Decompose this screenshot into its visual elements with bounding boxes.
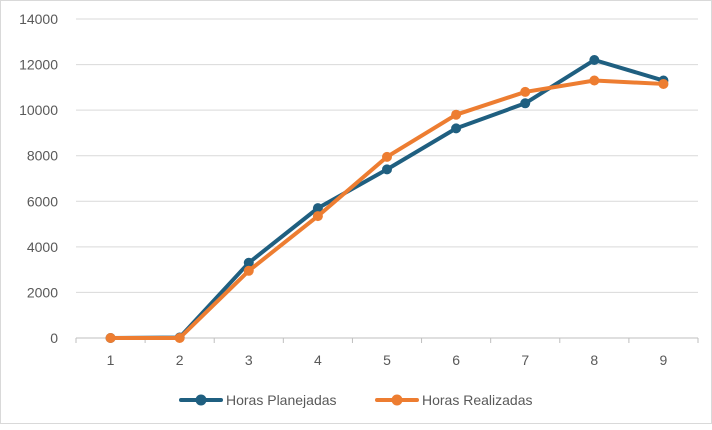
y-tick-label: 10000 — [19, 102, 58, 118]
series-line — [108, 78, 666, 340]
x-tick-label: 2 — [176, 352, 184, 368]
data-point — [451, 123, 462, 134]
y-tick-label: 8000 — [27, 148, 58, 164]
data-point — [520, 98, 531, 109]
legend-label: Horas Planejadas — [226, 392, 337, 408]
data-point — [520, 86, 531, 97]
y-tick-label: 4000 — [27, 239, 58, 255]
data-point — [243, 257, 254, 268]
data-point — [658, 78, 669, 89]
y-axis: 0 2000 4000 6000 8000 10000 12000 14000 — [19, 11, 58, 346]
data-point — [105, 333, 116, 343]
x-tick-label: 7 — [521, 352, 529, 368]
x-tick-label: 1 — [107, 352, 115, 368]
data-point — [382, 164, 392, 175]
series-2 — [105, 75, 669, 343]
data-point — [589, 75, 600, 86]
y-tick-label: 0 — [50, 330, 58, 346]
series-1 — [105, 55, 669, 343]
legend-item: Horas Planejadas — [179, 392, 337, 408]
data-point — [174, 333, 185, 343]
x-tick-label: 4 — [314, 352, 322, 368]
x-axis: 1 2 3 4 5 6 7 8 9 — [75, 337, 699, 368]
series-line — [108, 58, 666, 340]
x-tick-label: 9 — [660, 352, 668, 368]
series-plot — [105, 55, 669, 343]
legend-label: Horas Realizadas — [422, 392, 533, 408]
legend-item: Horas Realizadas — [375, 392, 533, 408]
y-tick-label: 2000 — [27, 284, 58, 300]
data-point — [312, 203, 323, 214]
data-point — [312, 211, 323, 222]
data-point — [382, 151, 392, 162]
data-point — [243, 265, 254, 276]
x-tick-label: 8 — [590, 352, 598, 368]
data-point — [451, 109, 462, 120]
gridlines — [76, 18, 698, 293]
data-point — [589, 55, 600, 66]
legend-swatch-marker — [195, 394, 207, 406]
x-tick-label: 6 — [452, 352, 460, 368]
y-tick-label: 12000 — [19, 57, 58, 73]
y-tick-label: 14000 — [19, 11, 58, 27]
legend-swatch-marker — [391, 394, 403, 406]
y-tick-label: 6000 — [27, 193, 58, 209]
x-tick-label: 5 — [383, 352, 391, 368]
x-tick-label: 3 — [245, 352, 253, 368]
legend: Horas Planejadas Horas Realizadas — [179, 392, 533, 408]
